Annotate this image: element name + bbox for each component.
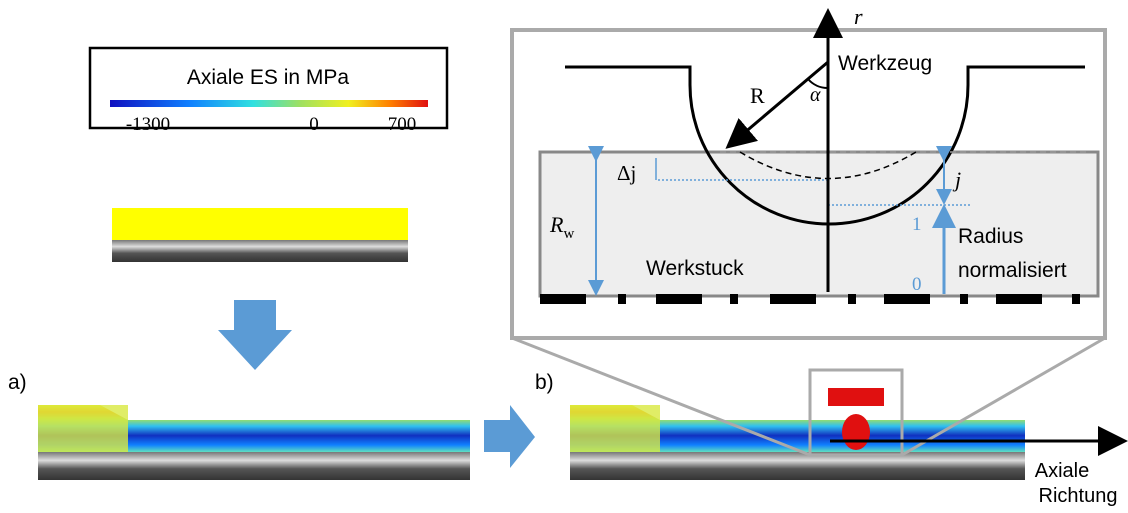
legend-tick: 0 [309,114,319,135]
rod-stress [112,208,408,240]
axis-label: r [854,4,863,29]
axial-label: Richtung [1039,485,1118,507]
stress-zone [842,414,870,450]
angle-label: α [810,84,821,106]
base-pattern [540,294,1080,304]
tool-label: Werkzeug [838,52,932,75]
shaft-head [570,405,660,452]
scale-top: 1 [912,214,922,235]
scale-label: Radius [958,225,1023,248]
legend-tick: 700 [388,114,417,135]
panel-label: b) [535,371,554,394]
rod-steel [112,240,408,262]
legend-tick: -1300 [126,114,170,135]
panel-label: a) [8,371,27,394]
shaft-head [38,405,128,452]
workpiece-a-steel [38,452,470,480]
diagram: Axiale ES in MPa -1300 0 700 a) b) Axial… [0,0,1128,513]
rw-sub: w [563,226,574,242]
legend-title: Axiale ES in MPa [187,66,350,89]
workpiece-label: Werkstuck [646,257,744,280]
tool [828,388,884,406]
rw-main: R [549,212,564,237]
arrow-down [218,300,292,370]
delta-j: Δj [617,161,636,185]
scale-bottom: 0 [912,274,922,295]
workpiece-b-steel [570,452,1025,480]
scale-label: normalisiert [958,259,1067,282]
axial-label: Axiale [1035,460,1089,482]
arrow-right [484,405,535,468]
radius-label: R [750,83,765,108]
colorbar [110,100,428,107]
